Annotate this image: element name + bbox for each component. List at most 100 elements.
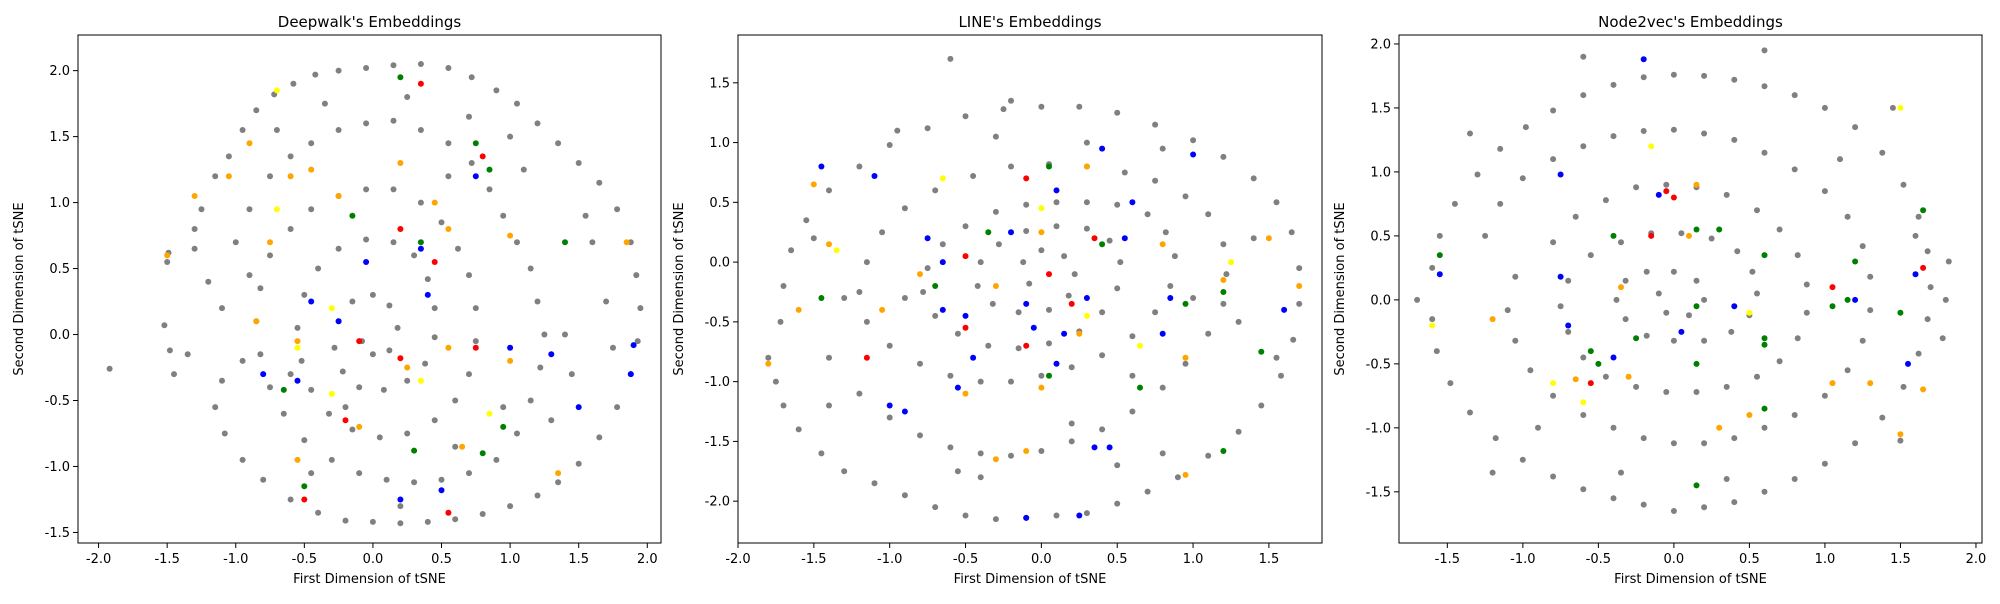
- scatter-point: [253, 107, 260, 114]
- scatter-point: [1580, 354, 1587, 361]
- scatter-point: [1038, 448, 1045, 454]
- scatter-point: [1159, 450, 1166, 457]
- scatter-point: [1053, 360, 1060, 367]
- y-tick-label: -2.0: [705, 495, 730, 510]
- scatter-point: [974, 283, 981, 289]
- scatter-point: [383, 476, 390, 483]
- scatter-point: [989, 300, 996, 307]
- scatter-point: [1182, 360, 1189, 367]
- scatter-point: [1746, 412, 1753, 418]
- scatter-point: [253, 318, 260, 325]
- scatter-point: [1633, 335, 1640, 342]
- x-tick-label: -1.0: [1510, 552, 1535, 567]
- scatter-point: [417, 199, 424, 206]
- scatter-point: [493, 87, 500, 94]
- scatter-point: [1114, 285, 1121, 292]
- scatter-point: [1220, 241, 1227, 248]
- scatter-point: [1000, 106, 1007, 113]
- scatter-point: [1497, 200, 1504, 207]
- scatter-point: [411, 252, 418, 259]
- scatter-point: [1071, 271, 1078, 278]
- scatter-point: [294, 377, 301, 384]
- scatter-point: [1159, 145, 1166, 152]
- x-tick-label: -1.0: [223, 552, 248, 567]
- scatter-point: [308, 298, 315, 305]
- scatter-point: [422, 360, 429, 367]
- scatter-point: [856, 163, 863, 170]
- scatter-point: [1912, 232, 1919, 239]
- scatter-point: [466, 470, 472, 477]
- x-tick-label: 0.0: [1664, 552, 1685, 567]
- scatter-point: [810, 181, 817, 188]
- scatter-point: [1129, 372, 1136, 379]
- scatter-point: [1852, 296, 1859, 303]
- scatter-point: [894, 127, 901, 134]
- scatter-point: [879, 306, 886, 313]
- scatter-point: [308, 206, 315, 213]
- scatter-point: [290, 80, 297, 87]
- scatter-point: [1121, 169, 1128, 176]
- scatter-point: [1250, 175, 1257, 182]
- scatter-point: [301, 483, 308, 490]
- scatter-point: [1602, 373, 1609, 380]
- scatter-point: [977, 378, 984, 385]
- scatter-point: [397, 74, 404, 81]
- scatter-point: [445, 509, 452, 516]
- scatter-point: [627, 371, 634, 378]
- scatter-point: [1889, 104, 1896, 111]
- y-tick-label: 0.0: [49, 328, 70, 343]
- scatter-point: [1083, 510, 1090, 517]
- scatter-point: [962, 324, 969, 331]
- scatter-point: [1159, 241, 1166, 248]
- scatter-point: [614, 404, 621, 411]
- scatter-point: [1152, 309, 1159, 316]
- scatter-point: [1220, 300, 1227, 307]
- scatter-point: [1602, 197, 1609, 204]
- scatter-point: [634, 338, 641, 345]
- scatter-point: [1693, 360, 1700, 367]
- scatter-point: [380, 386, 387, 393]
- scatter-point: [1924, 248, 1931, 255]
- scatter-point: [1020, 259, 1027, 266]
- scatter-point: [901, 408, 908, 415]
- scatter-point: [1159, 330, 1166, 337]
- scatter-point: [1557, 273, 1564, 280]
- scatter-point: [205, 278, 212, 285]
- scatter-point: [1144, 488, 1151, 495]
- scatter-point: [1129, 199, 1136, 206]
- scatter-point: [472, 338, 479, 345]
- x-tick-label: -0.5: [292, 552, 317, 567]
- scatter-point: [486, 410, 493, 417]
- x-tick-label: -1.0: [877, 552, 902, 567]
- scatter-point: [1761, 149, 1768, 156]
- x-tick-label: 0.5: [1739, 552, 1760, 567]
- scatter-point: [901, 492, 908, 499]
- scatter-point: [1296, 265, 1303, 272]
- scatter-point: [363, 120, 370, 127]
- scatter-point: [1174, 474, 1181, 481]
- scatter-point: [1852, 440, 1859, 447]
- scatter-point: [1436, 232, 1443, 239]
- scatter-point: [507, 357, 514, 364]
- scatter-point: [507, 232, 514, 239]
- scatter-point: [445, 140, 452, 147]
- scatter-point: [970, 354, 977, 361]
- scatter-point: [1053, 223, 1060, 230]
- scatter-point: [1761, 47, 1768, 54]
- scatter-points: [106, 61, 644, 527]
- scatter-point: [623, 239, 630, 246]
- scatter-point: [404, 430, 411, 437]
- scatter-point: [1625, 373, 1632, 380]
- scatter-point: [1296, 300, 1303, 307]
- scatter-point: [1205, 452, 1212, 459]
- y-tick-label: 1.0: [1370, 165, 1391, 180]
- scatter-point: [1038, 384, 1045, 391]
- scatter-point: [298, 357, 305, 364]
- scatter-point: [1106, 237, 1113, 244]
- scatter-point: [1489, 316, 1496, 323]
- scatter-point: [1610, 495, 1617, 502]
- scatter-point: [349, 212, 356, 219]
- scatter-point: [1663, 188, 1670, 195]
- scatter-point: [833, 247, 840, 254]
